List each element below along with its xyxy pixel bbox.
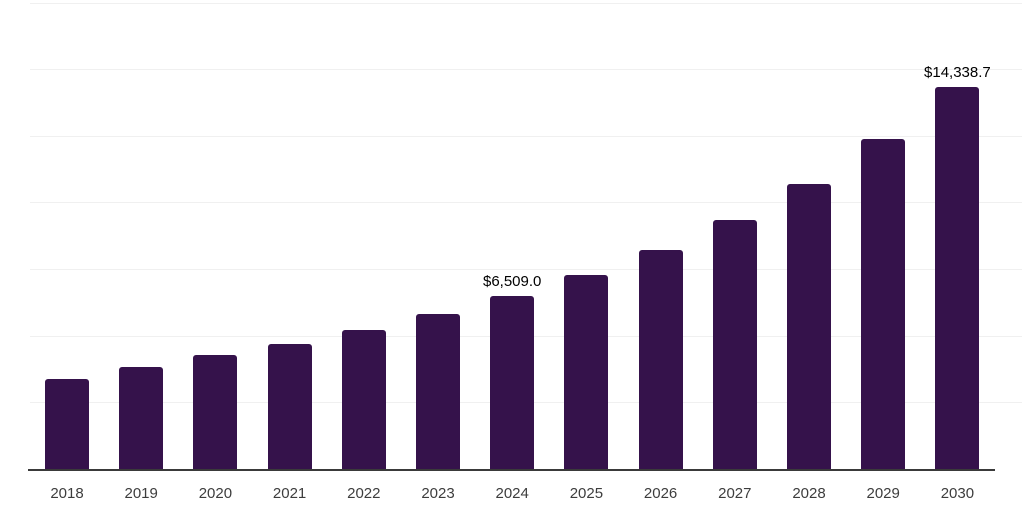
bar-2023 [416, 314, 460, 469]
bar-2030 [935, 86, 980, 469]
bar-2018 [45, 378, 89, 469]
data-label-2024: $6,509.0 [482, 272, 542, 290]
x-tick-2029: 2029 [866, 485, 900, 502]
bar-2019 [119, 367, 164, 469]
x-tick-2019: 2019 [124, 485, 158, 502]
x-tick-2024: 2024 [495, 485, 529, 502]
bar-2027 [712, 219, 757, 469]
x-tick-2018: 2018 [50, 485, 84, 502]
bar-2022 [341, 330, 386, 469]
x-tick-2021: 2021 [272, 485, 307, 502]
bar-2024 [490, 295, 535, 469]
gridline [30, 69, 1022, 71]
x-tick-2025: 2025 [569, 485, 604, 502]
bar-2020 [193, 355, 238, 469]
gridline [30, 2, 1022, 4]
bar-2028 [787, 183, 831, 469]
x-tick-2030: 2030 [940, 485, 975, 502]
x-tick-2020: 2020 [198, 485, 233, 502]
x-axis-line [28, 469, 995, 471]
bar-2021 [267, 343, 312, 469]
x-tick-2028: 2028 [792, 485, 826, 502]
gridline [30, 135, 1022, 137]
bar-2026 [638, 250, 683, 469]
x-tick-2022: 2022 [347, 485, 381, 502]
x-tick-2027: 2027 [718, 485, 752, 502]
x-tick-2023: 2023 [421, 485, 455, 502]
x-tick-2026: 2026 [643, 485, 678, 502]
bar-2025 [564, 274, 609, 469]
data-label-2030: $14,338.7 [924, 63, 991, 81]
bar-2029 [861, 139, 906, 469]
